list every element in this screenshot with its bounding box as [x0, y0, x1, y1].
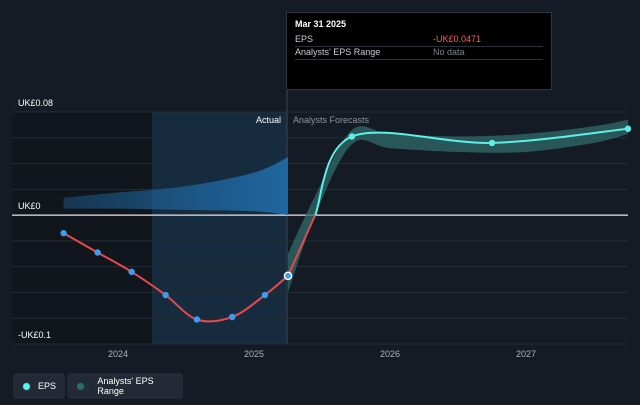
tooltip-eps-label: EPS [295, 34, 314, 44]
tooltip-row-eps: EPS -UK£0.0471 [295, 33, 543, 47]
tooltip: Mar 31 2025 EPS -UK£0.0471 Analysts' EPS… [286, 12, 552, 90]
legend-item-range[interactable]: Analysts' EPS Range [67, 373, 183, 399]
past-shade-dark [12, 112, 152, 344]
tooltip-range-value: No data [433, 47, 465, 57]
y-tick-label: UK£0 [18, 201, 41, 211]
x-tick-label: 2025 [244, 349, 264, 359]
actual-label: Actual [256, 115, 281, 125]
eps-forecast-line [314, 127, 629, 216]
tooltip-row-range: Analysts' EPS Range No data [295, 46, 543, 60]
x-tick-label: 2027 [516, 349, 536, 359]
tooltip-eps-value: -UK£0.0471 [433, 34, 482, 44]
actual-shade [152, 112, 287, 344]
forecast-label: Analysts Forecasts [293, 115, 370, 125]
x-tick-label: 2024 [108, 349, 128, 359]
eps-forecast-point [348, 133, 356, 140]
y-tick-label: UK£0.08 [18, 98, 53, 108]
forecast-range-band [288, 119, 628, 293]
legend-eps-label: EPS [37, 381, 56, 391]
past-range-band [63, 157, 288, 216]
eps-point [193, 316, 201, 323]
legend-range-label: Analysts' EPS Range [97, 376, 154, 396]
legend-range-swatch-icon [76, 381, 91, 391]
eps-point [261, 291, 269, 299]
eps-point [94, 249, 101, 256]
tooltip-range-label: Analysts' EPS Range [295, 47, 381, 57]
eps-highlight-point [283, 271, 293, 281]
x-tick-label: 2026 [380, 349, 400, 359]
eps-point [60, 229, 67, 237]
tooltip-date: Mar 31 2025 [295, 19, 347, 29]
legend-item-eps[interactable]: EPS [13, 373, 65, 399]
eps-point [162, 291, 169, 299]
y-tick-label: -UK£0.1 [18, 330, 51, 340]
eps-forecast-point [488, 139, 496, 147]
legend-eps-swatch-icon [22, 381, 31, 391]
eps-forecast-point [624, 125, 632, 132]
eps-point [128, 268, 135, 276]
eps-point [229, 313, 236, 321]
